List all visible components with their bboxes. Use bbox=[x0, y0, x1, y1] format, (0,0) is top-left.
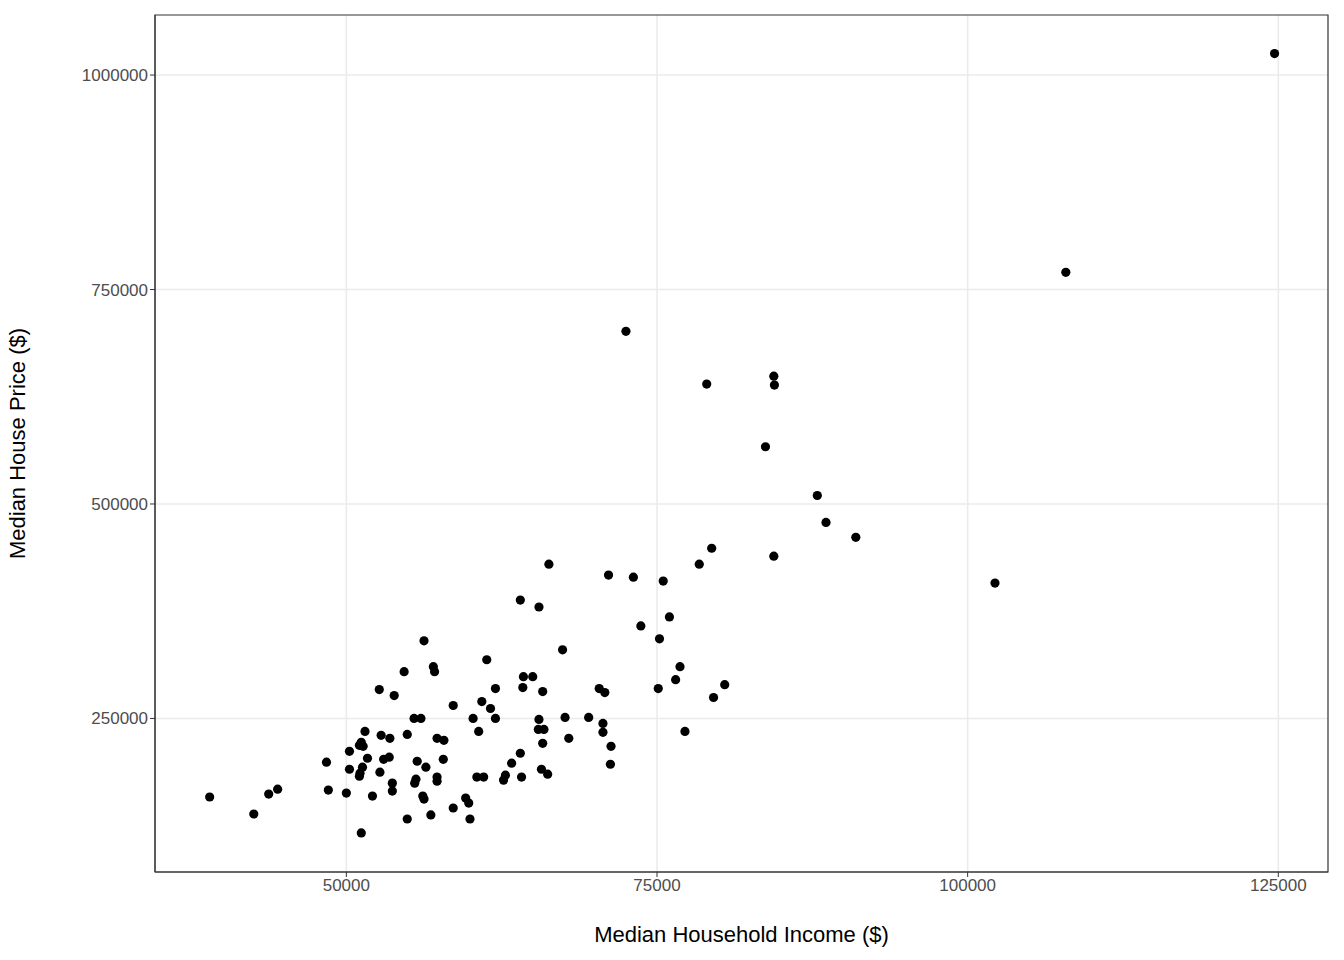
svg-text:1000000: 1000000 bbox=[82, 66, 148, 85]
svg-text:500000: 500000 bbox=[91, 495, 148, 514]
svg-text:250000: 250000 bbox=[91, 709, 148, 728]
svg-text:100000: 100000 bbox=[939, 876, 996, 895]
svg-text:Median Household Income ($): Median Household Income ($) bbox=[594, 922, 889, 947]
svg-text:50000: 50000 bbox=[323, 876, 370, 895]
svg-text:Median House Price ($): Median House Price ($) bbox=[8, 328, 30, 559]
svg-text:75000: 75000 bbox=[633, 876, 680, 895]
svg-text:750000: 750000 bbox=[91, 281, 148, 300]
svg-text:125000: 125000 bbox=[1250, 876, 1307, 895]
